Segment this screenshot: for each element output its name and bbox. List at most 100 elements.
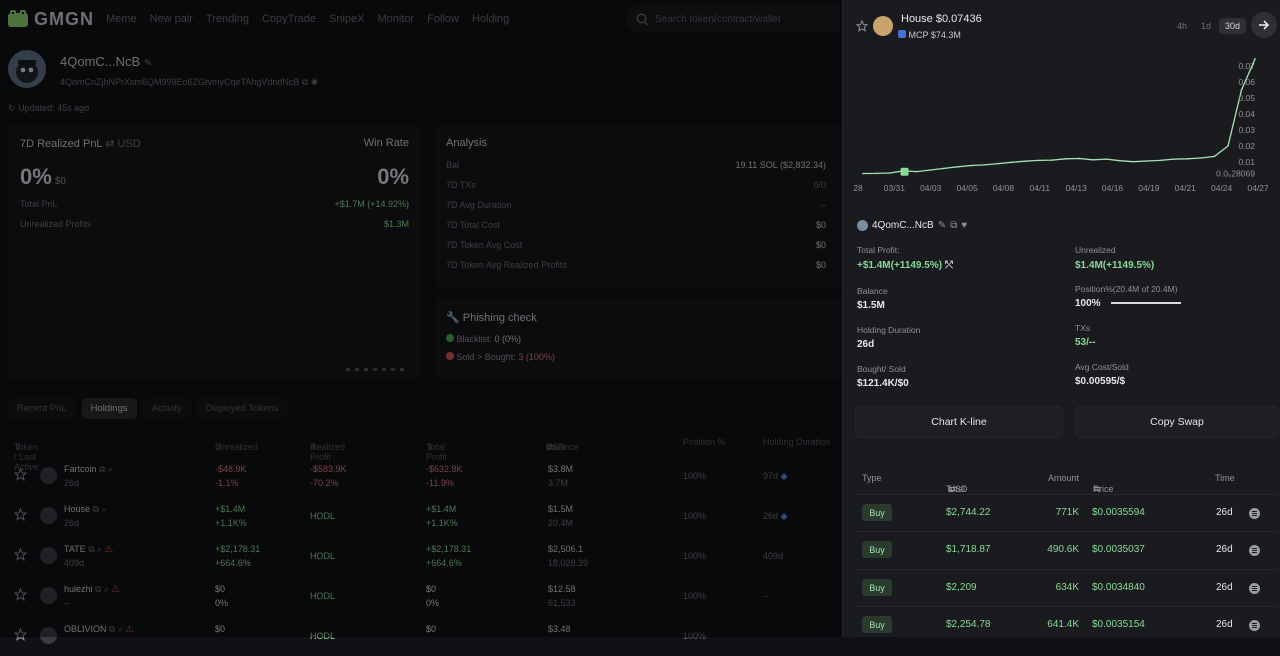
col-token-text: Token / Last Active [14,442,39,472]
sort-icon[interactable]: ⇕ [215,442,223,452]
trades-col-total[interactable]: Total USD ⇄ [946,473,968,494]
table-row[interactable]: Fartcoin ⧉ ⌕ 26d -$48.9K -1.1% -$583.9K -70.2… [0,456,840,496]
favorite-star-icon[interactable] [856,20,868,32]
currency-toggle-icon[interactable]: ⇄ [546,442,554,452]
y-tick-label: 0.05 [1238,93,1255,103]
search-icon[interactable]: ⌕ [101,504,107,514]
tab-deployed-tokens[interactable]: Deployed Tokens [196,398,288,419]
token-cell[interactable]: TATE ⧉ ⌕ ⚠ [64,543,113,556]
range-4h[interactable]: 4h [1177,21,1188,31]
analysis-row: 7D TXs 0/0 [446,175,832,195]
price-point [997,162,999,165]
sort-icon[interactable]: ⇕ [426,442,434,452]
copy-icon[interactable]: ⧉ [99,464,106,474]
price-point [862,172,864,175]
swap-icon[interactable]: ⇆ [1093,484,1101,494]
table-row[interactable]: House ⧉ ⌕ 26d +$1.4M +1.1K% HODL +$1.4M +1.1K%… [0,496,840,536]
copy-icon[interactable]: ⧉ [95,584,102,594]
trade-total: $2,744.22 [946,507,991,518]
total-profit-pct: 0% [426,598,440,608]
sort-icon[interactable]: ⇕ [14,442,22,452]
favorite-star-icon[interactable] [14,468,27,481]
tab-activity[interactable]: Activity [142,398,191,419]
chart-kline-button[interactable]: Chart K-line [855,406,1063,438]
nav-item-holding[interactable]: Holding [471,13,510,25]
tab-holdings[interactable]: Holdings [81,398,137,419]
nav-item-monitor[interactable]: Monitor [377,13,415,25]
tab-recent-pnl[interactable]: Recent PnL [8,398,76,419]
search-icon[interactable]: ⌕ [107,464,114,474]
duration-cell: 409d [763,550,783,563]
range-1d[interactable]: 1d [1201,21,1212,31]
pnl-currency[interactable]: USD [117,138,141,150]
copy-swap-button[interactable]: Copy Swap [1075,406,1279,438]
nav-item-trending[interactable]: Trending [205,13,249,25]
explorer-icon[interactable]: ◉ [310,77,319,87]
price-point [1173,158,1175,160]
nav-item-new-pair[interactable]: New pair [149,13,193,25]
trade-type-badge: Buy [862,541,892,558]
search-icon[interactable]: ⌕ [117,624,124,634]
nav-item-meme[interactable]: Meme [106,13,137,25]
price-point [1051,159,1054,161]
search-input[interactable]: Search token/contract/wallet [626,5,840,33]
token-cell[interactable]: Fartcoin ⧉ ⌕ [64,463,113,476]
copy-icon[interactable]: ⧉ [301,77,309,87]
token-name: hulezhi [64,584,93,594]
table-row[interactable]: hulezhi ⧉ ⌕ ⚠ -- $0 0% HODL $0 0% $12.58 61,533 1… [0,576,840,616]
currency-toggle-icon[interactable]: ⇄ [105,138,115,150]
unrealized-value: +$2,178.31 [215,544,261,554]
menu-icon[interactable] [1249,508,1260,519]
search-icon[interactable]: ⌕ [104,584,110,594]
menu-icon[interactable] [1249,583,1260,594]
favorite-star-icon[interactable] [14,508,27,521]
nav-item-follow[interactable]: Follow [427,13,459,25]
next-arrow-button[interactable] [1251,12,1277,38]
favorite-star-icon[interactable] [14,548,27,561]
copy-icon[interactable]: ⧉ [950,220,958,231]
win-rate-label: Win Rate [363,137,409,149]
search-icon[interactable]: ⌕ [97,544,103,554]
table-row[interactable]: TATE ⧉ ⌕ ⚠ 409d +$2,178.31 +664.6% HODL +$2,1… [0,536,840,576]
carousel-dots[interactable] [346,368,404,371]
trades-col-unit[interactable]: USD [948,484,968,494]
copy-icon[interactable]: ⧉ [88,544,95,554]
price-point [1240,89,1243,91]
overlay-backdrop[interactable] [0,0,842,637]
sort-icon[interactable]: ⇕ [310,442,318,452]
price-point [1091,158,1094,161]
total-profit-value: $0 [426,624,437,634]
favorite-star-icon[interactable] [14,588,27,601]
trade-row[interactable]: Buy $2,254.78 641.4K $0.0035154 26d [855,606,1277,643]
copy-icon[interactable]: ⧉ [92,504,99,514]
edit-icon[interactable]: ✎ [937,220,947,231]
range-30d[interactable]: 30d [1219,18,1247,34]
token-mcp: MCP $74.3M [898,30,961,40]
refresh-icon[interactable]: ↻ [8,103,16,113]
win-rate-value: 0% [377,164,409,189]
heart-icon[interactable]: ♥ [961,220,968,231]
menu-icon[interactable] [1249,545,1260,556]
copy-icon[interactable]: ⧉ [109,624,116,634]
token-cell[interactable]: House ⧉ ⌕ [64,503,107,516]
range-selector: 4h 1d 30d [1171,18,1247,34]
trade-row[interactable]: Buy $2,209 634K $0.0034840 26d [855,569,1277,606]
trade-row[interactable]: Buy $2,744.22 771K $0.0035594 26d [855,494,1277,531]
buy-marker-icon[interactable] [900,167,909,176]
currency-toggle-icon[interactable]: ⇄ [948,484,957,494]
nav-item-copytrade[interactable]: CopyTrade [261,13,316,25]
token-cell[interactable]: hulezhi ⧉ ⌕ ⚠ [64,583,120,596]
price-chart[interactable]: 28 03/31 04/03 04/05 04/08 04/11 04/13 04/16 04/… [843,50,1280,200]
sort-icon[interactable]: ⇕ [546,442,554,452]
nav-item-snipex[interactable]: SnipeX [329,13,365,25]
menu-icon[interactable] [1249,620,1260,631]
edit-icon[interactable]: ✎ [143,58,153,69]
trade-row[interactable]: Buy $1,718.87 490.6K $0.0035037 26d [855,531,1277,568]
trade-total: $1,718.87 [946,544,991,555]
x-tick-label: 04/03 [920,183,942,193]
logo[interactable]: GMGN [6,9,94,30]
share-icon[interactable]: ⤲ [944,260,953,271]
trades-col-type: Type [862,473,882,483]
token-cell[interactable]: OBLIVION ⧉ ⌕ ⚠ [64,623,134,636]
col-balance-unit[interactable]: USD [546,442,566,452]
